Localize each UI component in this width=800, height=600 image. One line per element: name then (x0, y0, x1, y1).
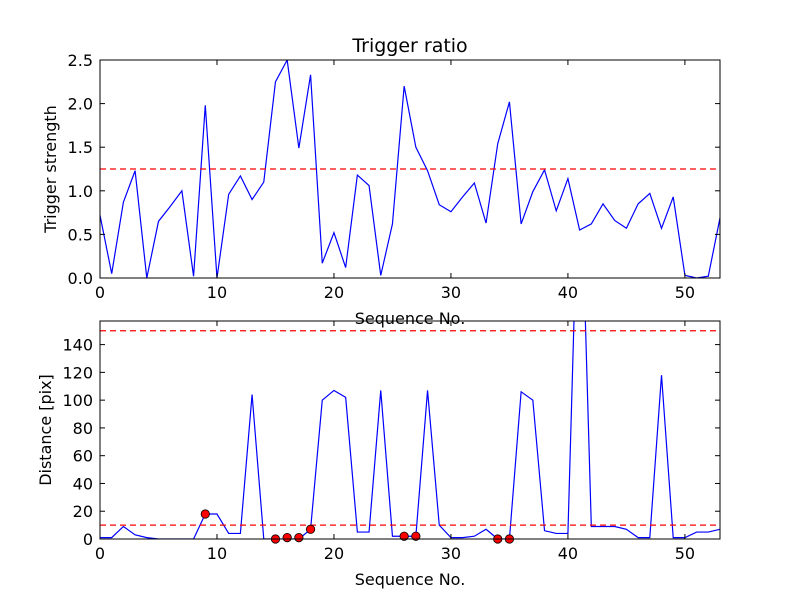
bottom-series-line-0 (100, 321, 720, 539)
top-y-tick-label: 0.5 (68, 225, 93, 244)
top-x-tick-label: 40 (558, 283, 578, 302)
top-x-tick-label: 10 (207, 283, 227, 302)
bottom-y-tick-label: 80 (73, 419, 93, 438)
bottom-marker-3 (294, 533, 304, 543)
bottom-marker-5 (399, 531, 409, 541)
bottom-marker-2 (282, 533, 292, 543)
bottom-marker-4 (305, 524, 316, 534)
top-chart-title: Trigger ratio (351, 35, 467, 57)
bottom-plot-frame (99, 320, 721, 540)
bottom-subplot: Sequence No. Distance [pix] 0 10 20 30 40 50 0… (36, 320, 721, 589)
top-x-tick-label: 20 (324, 283, 344, 302)
bottom-y-tick-label: 140 (62, 336, 93, 355)
top-y-tick-label: 1.0 (68, 182, 93, 201)
top-y-tick-label: 0.0 (68, 269, 93, 288)
top-series-line-0 (100, 60, 720, 278)
bottom-x-tick-label: 10 (207, 544, 227, 563)
bottom-x-tick-label: 30 (441, 544, 461, 563)
top-x-tick-label: 50 (675, 283, 695, 302)
bottom-x-tick-label: 50 (675, 544, 695, 563)
top-y-tick-label: 2.5 (68, 51, 93, 70)
bottom-y-tick-label: 100 (62, 391, 93, 410)
bottom-marker-0 (200, 509, 210, 519)
top-y-tick-label: 2.0 (68, 95, 93, 114)
top-x-axis-label: Sequence No. (355, 309, 466, 328)
bottom-y-tick-label: 0 (83, 530, 93, 549)
top-subplot: Trigger ratio Sequence No. Trigger stren… (41, 35, 721, 328)
top-plot-frame (99, 59, 721, 279)
bottom-y-axis-label: Distance [pix] (36, 374, 55, 486)
top-x-tick-label: 30 (441, 283, 461, 302)
bottom-marker-6 (411, 531, 421, 541)
bottom-x-axis-label: Sequence No. (355, 570, 466, 589)
bottom-y-tick-label: 60 (73, 447, 93, 466)
bottom-x-tick-label: 40 (558, 544, 578, 563)
top-y-axis-label: Trigger strength (41, 105, 60, 234)
bottom-y-tick-label: 40 (73, 474, 93, 493)
top-x-tick-label: 0 (95, 283, 105, 302)
top-y-tick-label: 1.5 (68, 138, 93, 157)
bottom-y-tick-label: 120 (62, 363, 93, 382)
bottom-x-tick-label: 20 (324, 544, 344, 563)
bottom-x-tick-label: 0 (95, 544, 105, 563)
bottom-y-tick-label: 20 (73, 502, 93, 521)
